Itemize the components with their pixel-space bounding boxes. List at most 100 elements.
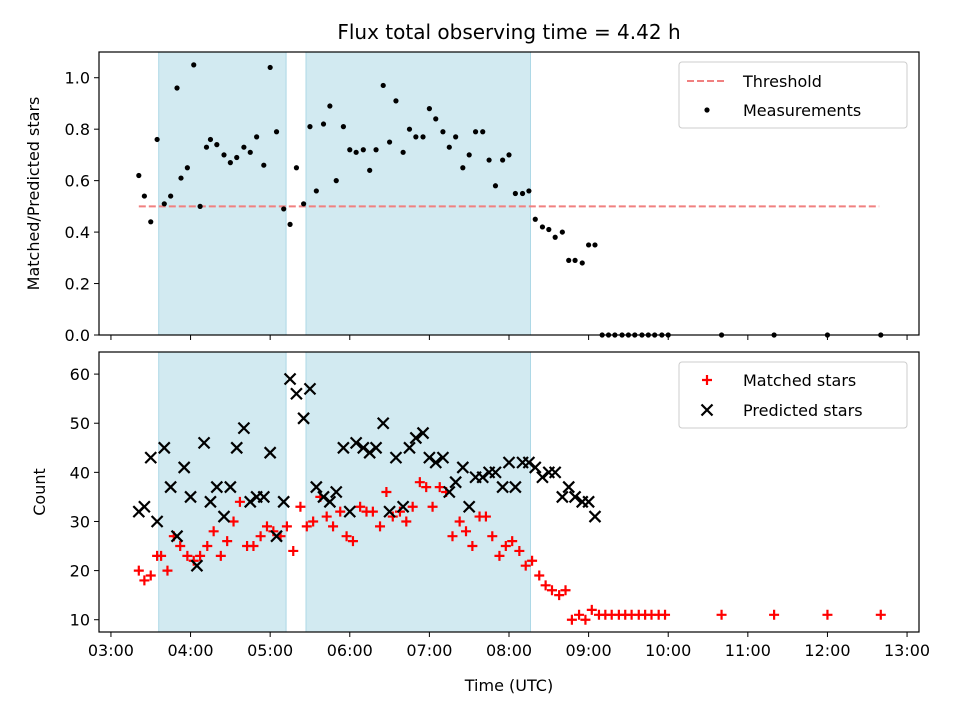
matched-star-point — [195, 550, 206, 561]
x-tick-label: 03:00 — [88, 641, 134, 660]
predicted-star-point — [462, 500, 476, 514]
measurement-point — [373, 147, 379, 153]
predicted-star-point — [429, 456, 443, 469]
matched-star-point — [182, 550, 193, 561]
observing-interval-2 — [305, 51, 531, 336]
ratio-panel: 0.0 0.2 0.4 0.6 0.8 1.0 Matched/Predicted star… — [24, 51, 920, 345]
measurement-point — [586, 242, 592, 248]
matched-star-point — [175, 541, 186, 552]
measurement-point — [453, 134, 459, 140]
predicted-star-point — [158, 441, 171, 455]
matched-star-point — [328, 521, 339, 532]
x-tick-label: 06:00 — [327, 641, 373, 660]
predicted-star-point — [396, 500, 410, 514]
matched-star-point — [355, 501, 366, 512]
measurement-point — [234, 154, 240, 161]
predicted-star-point — [257, 490, 271, 504]
predicted-star-point — [443, 485, 456, 499]
measurement-point — [154, 136, 160, 143]
predicted-star-point — [556, 490, 569, 504]
matched-star-point — [467, 541, 478, 552]
measurement-point — [426, 106, 432, 112]
predicted-star-point — [270, 529, 283, 543]
predicted-star-point — [177, 461, 191, 474]
predicted-star-point — [403, 441, 416, 455]
y-tick-label: 0.0 — [65, 326, 90, 345]
predicted-star-point — [323, 495, 337, 509]
measurement-point — [267, 64, 273, 71]
measurement-point — [214, 142, 220, 148]
chart-title: Flux total observing time = 4.42 h — [337, 20, 680, 44]
y-tick-label: 0.6 — [65, 172, 90, 191]
matched-star-point — [769, 609, 780, 620]
measurement-point — [572, 257, 578, 263]
measurement-point — [480, 129, 486, 135]
measurement-point — [178, 175, 184, 181]
predicted-star-point — [449, 475, 462, 489]
measurement-point — [532, 216, 538, 222]
predicted-star-point — [197, 436, 211, 450]
predicted-star-point — [588, 510, 602, 523]
matched-star-point — [716, 609, 727, 620]
y-tick-label: 30 — [70, 512, 90, 531]
matched-star-point — [301, 521, 312, 532]
predicted-star-point — [170, 529, 184, 543]
measurement-point — [333, 178, 339, 184]
x-tick-label: 04:00 — [167, 641, 213, 660]
matched-star-point — [222, 536, 233, 547]
matched-star-point — [347, 536, 358, 547]
legend-measurements-label: Measurements — [743, 101, 861, 120]
matched-star-point — [188, 555, 199, 566]
measurement-point — [174, 85, 180, 91]
measurement-point — [227, 160, 233, 166]
x-tick-label: 13:00 — [884, 641, 930, 660]
x-tick-label: 08:00 — [486, 641, 532, 660]
measurement-point — [433, 116, 439, 122]
predicted-star-point — [509, 480, 522, 494]
matched-star-point — [308, 516, 319, 527]
predicted-star-point — [548, 466, 562, 479]
measurement-point — [546, 226, 552, 233]
x-tick-label: 12:00 — [804, 641, 850, 660]
measurement-point — [472, 129, 479, 135]
predicted-star-point — [337, 441, 350, 455]
predicted-star-point — [416, 426, 430, 440]
predicted-star-point — [297, 412, 310, 425]
predicted-star-point — [290, 387, 303, 401]
matched-star-point — [660, 609, 671, 620]
predicted-star-point — [502, 456, 516, 469]
measurement-point — [313, 188, 319, 194]
measurement-point — [519, 190, 526, 197]
matched-star-point — [560, 585, 571, 596]
measurement-point — [559, 229, 565, 235]
y-tick-label: 0.2 — [65, 275, 90, 294]
predicted-star-point — [343, 505, 357, 518]
matched-star-point — [367, 506, 378, 517]
predicted-star-point — [184, 490, 197, 504]
legend-threshold-label: Threshold — [742, 72, 822, 91]
predicted-star-point — [383, 505, 396, 518]
predicted-star-point — [562, 480, 575, 494]
measurement-point — [161, 201, 167, 207]
predicted-star-point — [349, 436, 363, 450]
predicted-star-point — [224, 480, 237, 494]
matched-star-point — [500, 541, 511, 552]
matched-star-point — [341, 531, 352, 542]
matched-star-point — [434, 482, 445, 493]
matched-star-point — [586, 604, 597, 615]
x-tick-label: 09:00 — [566, 641, 612, 660]
measurement-point — [203, 144, 210, 150]
measurement-point — [168, 193, 174, 199]
predicted-star-point — [436, 451, 450, 464]
matched-star-point — [156, 550, 167, 561]
measurement-point — [413, 134, 419, 140]
measurement-point — [287, 221, 293, 227]
measurement-point — [281, 206, 287, 212]
measurement-point — [254, 134, 260, 140]
predicted-star-point — [144, 451, 158, 464]
y-tick-label: 1.0 — [65, 69, 90, 88]
x-axis-label: Time (UTC) — [464, 676, 553, 695]
predicted-star-point — [138, 500, 151, 514]
predicted-star-point — [204, 495, 217, 509]
observing-interval-1 — [158, 51, 287, 336]
